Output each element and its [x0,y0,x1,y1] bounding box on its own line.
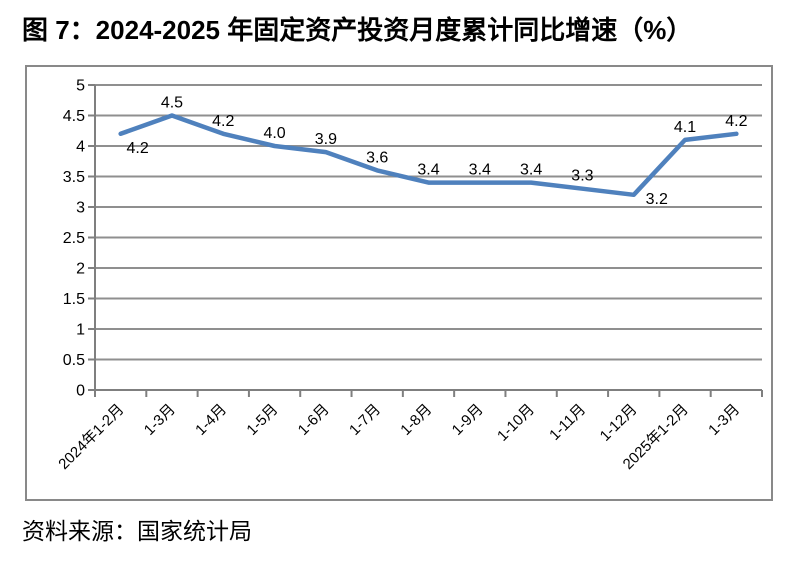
x-tick-label: 1-11月 [546,401,589,444]
data-label: 4.2 [212,113,234,130]
figure-title: 图 7：2024-2025 年固定资产投资月度累计同比增速（%） [22,15,693,45]
y-tick-label: 1 [76,322,85,339]
data-line [118,113,739,198]
data-label: 3.6 [366,149,388,166]
data-label: 4.0 [263,125,285,142]
data-label: 3.4 [520,162,542,179]
source-note: 资料来源：国家统计局 [22,518,252,544]
x-tick-label: 1-4月 [192,401,230,439]
y-tick-label: 5 [76,78,85,95]
y-tick-label: 4 [76,139,85,156]
y-tick-label: 2 [76,261,85,278]
data-label: 3.4 [417,162,439,179]
x-tick-label: 1-10月 [494,401,538,445]
y-tick-label: 2.5 [63,230,85,247]
x-tick-label: 1-9月 [449,401,487,439]
x-tick-label: 1-8月 [397,401,435,439]
x-tick-label: 1-7月 [346,401,384,439]
x-tick-label: 1-3月 [141,401,179,439]
x-tick-label: 1-5月 [243,401,281,439]
x-tick-label: 1-3月 [705,401,743,439]
y-tick-label: 3.5 [63,169,85,186]
data-label: 4.1 [674,119,696,136]
data-label: 4.5 [161,95,183,112]
data-label: 3.2 [646,191,668,208]
x-tick-label: 2024年1-2月 [55,401,127,473]
y-tick-label: 0.5 [63,352,85,369]
data-label: 3.4 [469,162,491,179]
data-label: 3.9 [315,131,337,148]
chart-frame: 5 4.5 4 3.5 3 2.5 2 1.5 1 0.5 0 2024年1-2月 1-3月 1-4月 1-… [25,65,773,501]
data-label: 4.2 [127,140,149,157]
y-tick-label: 4.5 [63,108,85,125]
data-label: 3.3 [571,168,593,185]
x-tick-label: 1-12月 [597,401,641,445]
y-tick-label: 1.5 [63,291,85,308]
x-tick-label: 1-6月 [295,401,333,439]
data-label: 4.2 [725,113,747,130]
y-tick-label: 3 [76,200,85,217]
y-tick-label: 0 [76,383,85,400]
